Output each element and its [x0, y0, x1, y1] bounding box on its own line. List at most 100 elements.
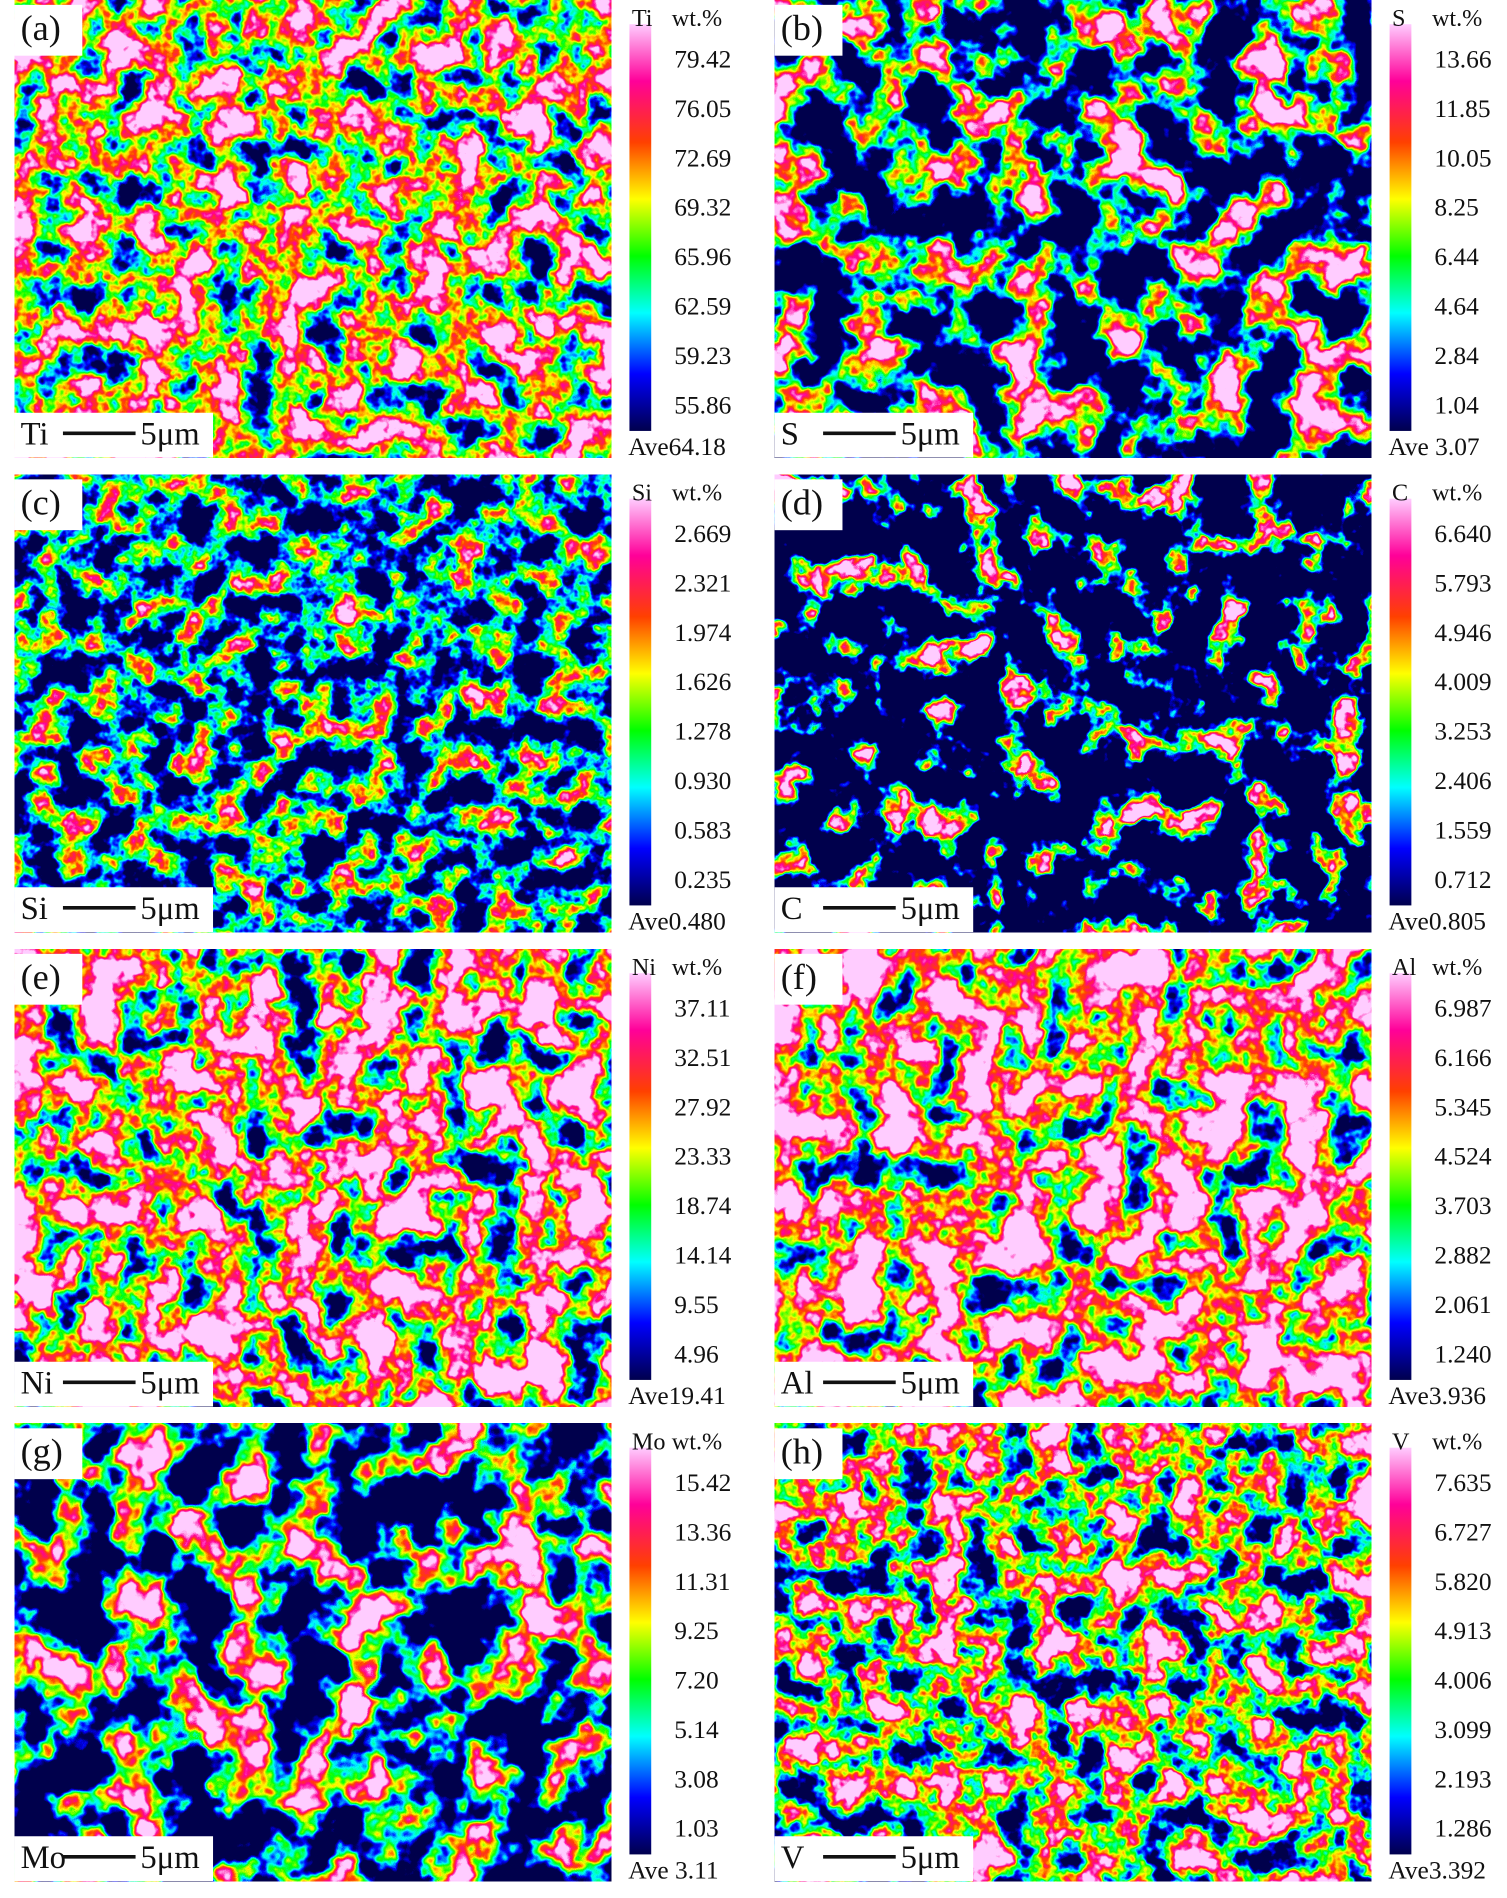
colorbar-tick: 4.96: [674, 1340, 718, 1368]
colorbar-tick: 2.321: [674, 569, 731, 597]
scale-label: 5μm: [140, 1365, 199, 1401]
colorbar: [629, 24, 652, 431]
average-label: Ave19.41: [628, 1382, 726, 1410]
element-label: C: [781, 891, 803, 927]
letter-box: [14, 479, 83, 531]
average-label: Ave64.18: [628, 433, 726, 461]
colorbar-tick: 11.31: [674, 1568, 730, 1596]
colorbar-unit: wt.%: [1432, 954, 1482, 981]
panel-letter: (f): [781, 957, 817, 997]
colorbar-unit: wt.%: [672, 480, 722, 507]
colorbar-tick: 10.05: [1434, 144, 1491, 172]
scale-label: 5μm: [901, 1840, 960, 1876]
colorbar-tick: 37.11: [674, 995, 730, 1023]
colorbar-tick: 3.099: [1434, 1716, 1491, 1744]
panel-letter: (h): [781, 1431, 823, 1471]
colorbar-tick: 23.33: [674, 1143, 731, 1171]
colorbar-tick: 1.240: [1434, 1340, 1491, 1368]
element-label: Mo: [21, 1840, 66, 1876]
colorbar-tick: 72.69: [674, 144, 731, 172]
colorbar-tick: 79.42: [674, 46, 731, 74]
colorbar-element: V: [1392, 1429, 1410, 1456]
scale-label: 5μm: [140, 891, 199, 927]
colorbar-tick: 5.793: [1434, 569, 1491, 597]
colorbar: [629, 973, 652, 1380]
colorbar-tick: 4.913: [1434, 1617, 1491, 1645]
colorbar-element: Al: [1392, 954, 1416, 981]
colorbar-tick: 5.345: [1434, 1093, 1491, 1121]
colorbar-unit: wt.%: [1432, 480, 1482, 507]
element-map: [774, 949, 1372, 1407]
colorbar-tick: 18.74: [674, 1192, 731, 1220]
letter-box: [774, 479, 843, 531]
colorbar: [1389, 498, 1412, 906]
colorbar-tick: 8.25: [1434, 194, 1478, 222]
colorbar-element: C: [1392, 480, 1408, 507]
element-map: [14, 474, 612, 933]
colorbar-unit: wt.%: [672, 1429, 722, 1456]
colorbar-tick: 6.727: [1434, 1518, 1491, 1546]
colorbar-tick: 13.66: [1434, 46, 1491, 74]
colorbar-tick: 4.006: [1434, 1667, 1491, 1695]
colorbar: [629, 1447, 652, 1855]
colorbar-tick: 7.635: [1434, 1469, 1491, 1497]
panel: (c) Si 5μm Si wt.% 2.669 2.321 1.974 1.626 1.278 0…: [14, 474, 732, 935]
colorbar-tick: 2.406: [1434, 767, 1491, 795]
colorbar-tick: 6.44: [1434, 243, 1479, 271]
colorbar-tick: 65.96: [674, 243, 731, 271]
colorbar-tick: 6.166: [1434, 1044, 1491, 1072]
colorbar-tick: 4.64: [1434, 293, 1479, 321]
element-label: Ti: [21, 416, 49, 452]
colorbar-unit: wt.%: [1432, 5, 1482, 32]
element-label: S: [781, 416, 799, 452]
colorbar-element: Ti: [632, 5, 653, 32]
panel: (f) Al 5μm Al wt.% 6.987 6.166 5.345 4.524 3.703 2…: [774, 949, 1492, 1410]
colorbar-tick: 1.626: [674, 668, 731, 696]
panel-letter: (a): [21, 8, 61, 48]
scale-label: 5μm: [901, 1365, 960, 1401]
colorbar-tick: 5.14: [674, 1716, 719, 1744]
colorbar-tick: 1.278: [674, 718, 731, 746]
panel: (a) Ti 5μm Ti wt.% 79.42 76.05 72.69 69.32 65.96 6…: [14, 0, 731, 461]
colorbar-element: Si: [632, 480, 652, 507]
average-label: Ave3.392: [1388, 1856, 1486, 1884]
colorbar-tick: 9.55: [674, 1291, 718, 1319]
colorbar-unit: wt.%: [672, 5, 722, 32]
panel-letter: (c): [21, 482, 61, 522]
scale-label: 5μm: [901, 416, 960, 452]
colorbar-tick: 0.712: [1434, 866, 1491, 894]
colorbar-tick: 32.51: [674, 1044, 731, 1072]
element-map: [14, 949, 612, 1407]
colorbar-tick: 3.08: [674, 1765, 718, 1793]
colorbar-tick: 2.193: [1434, 1765, 1491, 1793]
panel-letter: (b): [781, 8, 823, 48]
colorbar-tick: 3.253: [1434, 718, 1491, 746]
element-map: [14, 1423, 612, 1882]
colorbar-tick: 55.86: [674, 391, 731, 419]
colorbar-tick: 1.974: [674, 619, 731, 647]
colorbar-tick: 15.42: [674, 1469, 731, 1497]
colorbar-tick: 5.820: [1434, 1568, 1491, 1596]
colorbar: [1389, 973, 1412, 1380]
colorbar-tick: 2.84: [1434, 342, 1479, 370]
average-label: Ave0.805: [1388, 907, 1486, 935]
colorbar-unit: wt.%: [672, 954, 722, 981]
colorbar-tick: 0.930: [674, 767, 731, 795]
colorbar-tick: 1.03: [674, 1815, 718, 1843]
panel: (b) S 5μm S wt.% 13.66 11.85 10.05 8.25 6.44 4.64 2…: [774, 0, 1492, 461]
colorbar-tick: 0.235: [674, 866, 731, 894]
element-map: [774, 1423, 1372, 1882]
colorbar: [1389, 24, 1412, 431]
letter-box: [774, 4, 843, 56]
colorbar-tick: 2.882: [1434, 1241, 1491, 1269]
colorbar-element: Ni: [632, 954, 656, 981]
colorbar-tick: 59.23: [674, 342, 731, 370]
scale-label: 5μm: [901, 891, 960, 927]
panel: (d) C 5μm C wt.% 6.640 5.793 4.946 4.009 3.253 2.4…: [774, 474, 1492, 935]
colorbar-tick: 6.640: [1434, 520, 1491, 548]
colorbar-tick: 0.583: [674, 816, 731, 844]
colorbar-tick: 7.20: [674, 1667, 718, 1695]
